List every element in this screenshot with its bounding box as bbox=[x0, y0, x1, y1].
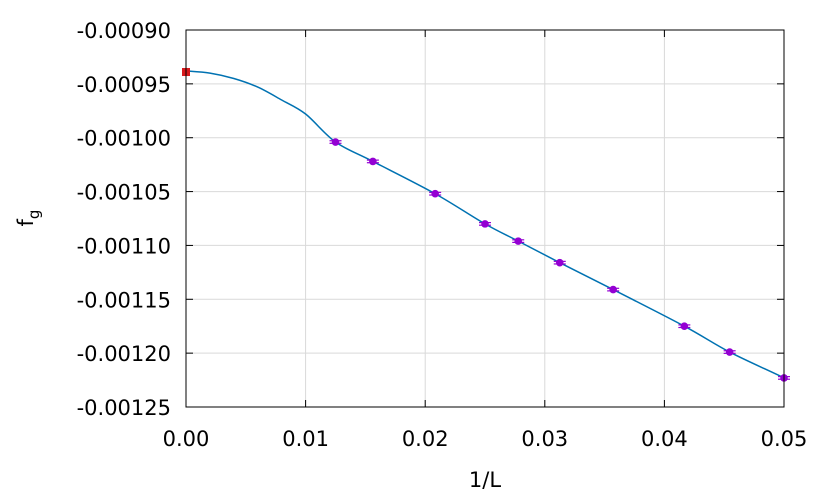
y-tick-label: -0.00120 bbox=[77, 342, 171, 366]
data-marker bbox=[481, 220, 489, 228]
y-tick-label: -0.00105 bbox=[77, 181, 171, 205]
axis-ticks bbox=[185, 29, 785, 408]
data-marker bbox=[680, 322, 689, 331]
y-axis-label-subscript: g bbox=[25, 210, 43, 220]
x-axis-label: 1/L bbox=[469, 468, 501, 492]
data-marker bbox=[431, 189, 439, 198]
y-tick-label: -0.00095 bbox=[77, 73, 171, 97]
y-tick-label: -0.00125 bbox=[77, 396, 171, 420]
data-point bbox=[429, 189, 442, 198]
y-axis-label: fg bbox=[14, 210, 43, 227]
data-marker bbox=[725, 348, 734, 356]
x-tick-label: 0.01 bbox=[282, 427, 329, 451]
y-tick-label: -0.00100 bbox=[77, 127, 171, 151]
plot-frame bbox=[185, 29, 785, 408]
x-tick-label: 0.03 bbox=[521, 427, 568, 451]
data-point bbox=[329, 138, 342, 146]
x-tick-label: 0.05 bbox=[761, 427, 808, 451]
fit-line bbox=[186, 70, 784, 379]
y-axis-label-base: f bbox=[14, 218, 38, 226]
plot-series bbox=[182, 68, 790, 382]
x-tick-label: 0.00 bbox=[163, 427, 210, 451]
data-point bbox=[723, 348, 736, 356]
data-marker bbox=[514, 237, 523, 245]
data-point bbox=[512, 237, 525, 245]
x-tick-label: 0.04 bbox=[641, 427, 688, 451]
y-tick-label: -0.00090 bbox=[77, 19, 171, 43]
data-marker bbox=[369, 157, 377, 166]
y-tick-labels: -0.00090 -0.00095 -0.00100 -0.00105 -0.00110… bbox=[77, 19, 171, 420]
data-marker bbox=[555, 258, 564, 267]
x-tick-labels: 0.00 0.01 0.02 0.03 0.04 0.05 bbox=[163, 427, 808, 451]
data-point bbox=[607, 285, 620, 294]
data-point bbox=[366, 157, 379, 166]
data-point bbox=[553, 258, 566, 267]
x-tick-label: 0.02 bbox=[402, 427, 449, 451]
y-tick-label: -0.00110 bbox=[77, 234, 171, 258]
data-point bbox=[678, 322, 691, 331]
data-point bbox=[479, 220, 491, 228]
data-marker bbox=[609, 285, 617, 294]
y-tick-label: -0.00115 bbox=[77, 288, 171, 312]
data-marker bbox=[331, 138, 340, 146]
grid bbox=[186, 30, 784, 407]
